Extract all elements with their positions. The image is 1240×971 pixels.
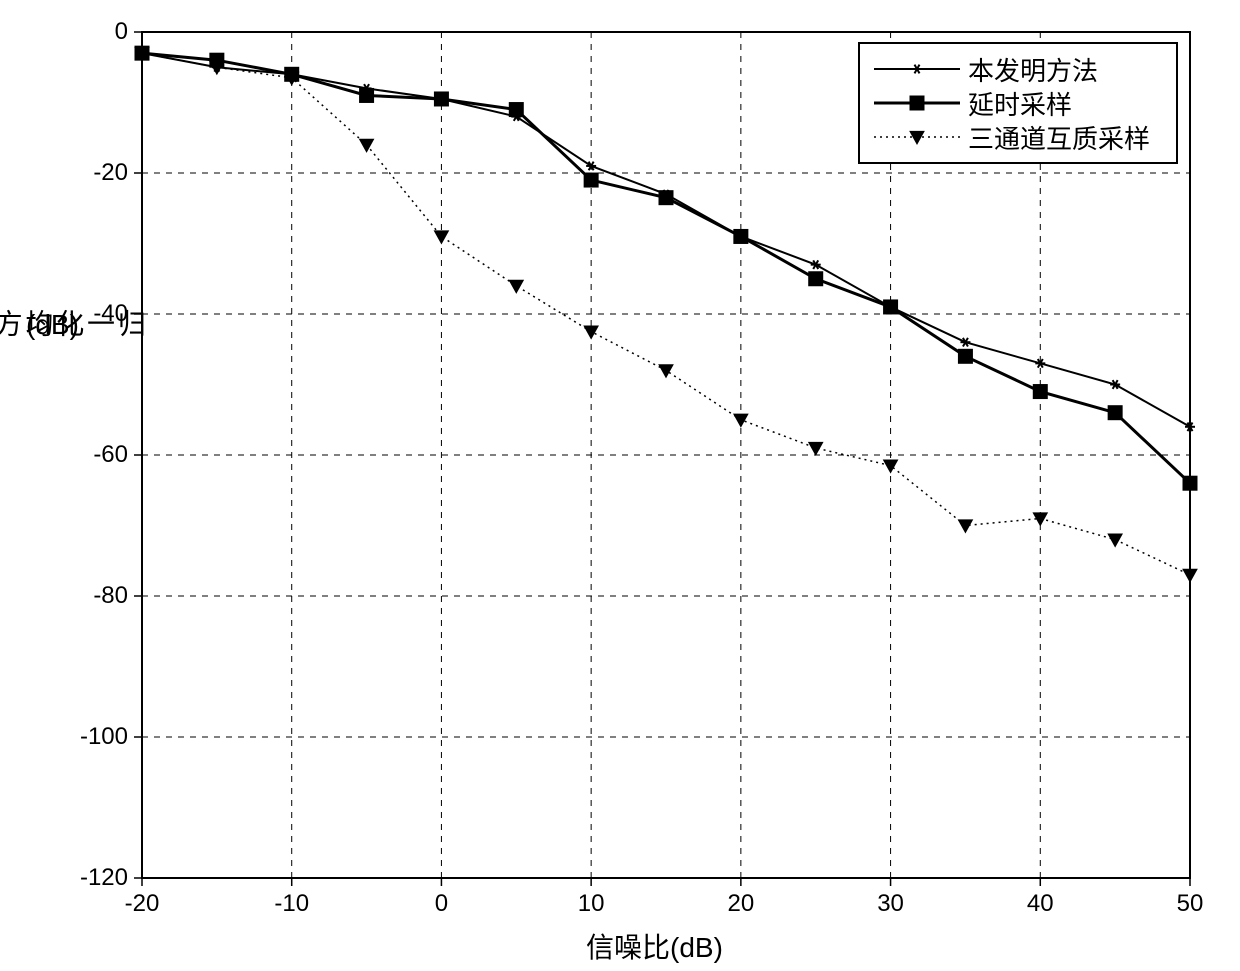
y-tick-label: -40: [93, 300, 128, 328]
legend: 本发明方法延时采样三通道互质采样: [858, 42, 1178, 164]
legend-item: 三通道互质采样: [872, 120, 1164, 154]
y-axis-label: 归一化均方差 (dB): [26, 305, 79, 341]
legend-label: 三通道互质采样: [968, 119, 1150, 156]
x-tick-label: -10: [274, 890, 309, 918]
y-tick-label: 0: [115, 18, 128, 46]
legend-label: 本发明方法: [968, 51, 1098, 88]
x-tick-label: -20: [125, 890, 160, 918]
x-tick-label: 10: [578, 890, 605, 918]
x-tick-label: 20: [727, 890, 754, 918]
x-axis-label: 信噪比(dB): [586, 926, 723, 966]
x-tick-label: 30: [877, 890, 904, 918]
legend-label: 延时采样: [968, 85, 1072, 122]
legend-marker-icon: [872, 122, 962, 152]
y-tick-label: -80: [93, 582, 128, 610]
legend-item: 本发明方法: [872, 52, 1164, 86]
x-tick-label: 50: [1177, 890, 1204, 918]
y-tick-label: -120: [80, 864, 128, 892]
x-tick-label: 40: [1027, 890, 1054, 918]
y-tick-label: -20: [93, 159, 128, 187]
y-tick-label: -100: [80, 723, 128, 751]
chart-container: 归一化均方差 (dB) 信噪比(dB) 本发明方法延时采样三通道互质采样 -20…: [0, 0, 1240, 971]
legend-item: 延时采样: [872, 86, 1164, 120]
x-tick-label: 0: [435, 890, 448, 918]
y-tick-label: -60: [93, 441, 128, 469]
legend-marker-icon: [872, 54, 962, 84]
legend-marker-icon: [872, 88, 962, 118]
